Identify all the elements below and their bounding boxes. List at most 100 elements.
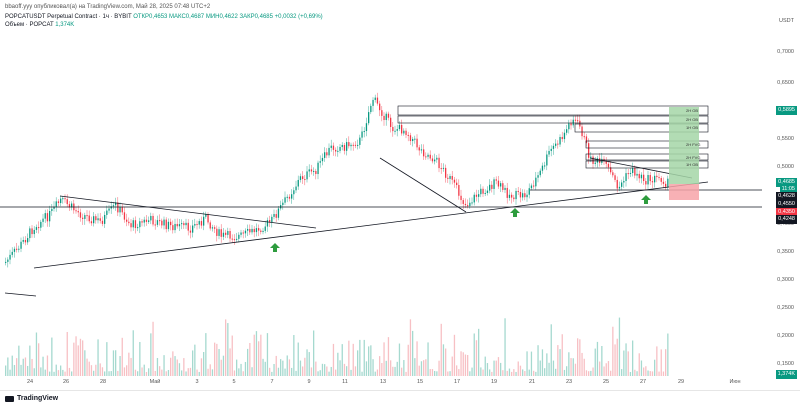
price-tick: 0,3000 — [777, 277, 794, 283]
candle-body — [11, 251, 13, 255]
candle-body — [506, 187, 508, 198]
candle-body — [627, 173, 629, 175]
volume-bar — [568, 352, 570, 376]
candle-body — [405, 130, 407, 135]
volume-bar — [335, 369, 337, 376]
volume-bar — [612, 326, 614, 376]
candle-body — [108, 208, 110, 211]
volume-bar — [53, 371, 55, 376]
volume-bar — [511, 371, 513, 376]
volume-bar — [453, 334, 456, 376]
volume-bar — [368, 346, 370, 376]
price-axis[interactable]: USDT 0,70000,65000,60000,55000,50000,450… — [762, 0, 800, 386]
volume-bar — [634, 369, 636, 376]
volume-bar — [57, 370, 60, 376]
volume-bar — [401, 367, 403, 376]
volume-bar — [473, 333, 475, 376]
candle-body — [154, 224, 156, 226]
volume-bar — [227, 323, 229, 376]
time-tick: 15 — [416, 379, 424, 385]
volume-bar — [585, 370, 588, 376]
volume-bar — [394, 366, 396, 376]
currency-label: USDT — [779, 18, 794, 24]
candle-body — [357, 144, 359, 146]
candle-body — [5, 261, 7, 263]
candle-body — [49, 211, 51, 222]
volume-bar — [332, 343, 335, 376]
candle-body — [599, 158, 601, 163]
volume-bar — [475, 340, 478, 376]
candle-body — [185, 222, 187, 226]
volume-bar — [480, 367, 482, 376]
volume-bar — [647, 370, 649, 376]
candle-body — [121, 207, 123, 213]
volume-bar — [172, 351, 174, 376]
candle-body — [299, 176, 302, 180]
price-chart[interactable] — [0, 0, 762, 386]
candle-body — [645, 181, 647, 185]
symbol-line[interactable]: POPCATUSDT Perpetual Contract · 1ч · BYB… — [5, 14, 323, 20]
volume-bar — [636, 371, 638, 376]
volume-bar — [93, 370, 95, 376]
volume-bar — [139, 341, 141, 376]
candle-body — [95, 216, 97, 221]
volume-bar — [390, 360, 392, 376]
candle-body — [665, 183, 667, 187]
candle-body — [638, 173, 640, 179]
long-position-tool — [669, 107, 699, 200]
volume-bar — [398, 343, 401, 376]
candle-body — [134, 220, 137, 229]
time-axis[interactable]: 24 26 28 Май 3 5 7 9 11 13 15 17 19 21 23 25 27 29 Июн — [0, 376, 762, 388]
volume-bar — [350, 369, 352, 376]
volume-bar — [588, 371, 590, 376]
volume-bar — [24, 357, 27, 376]
volume-bar — [27, 365, 29, 376]
volume-bar — [156, 357, 159, 376]
volume-bar — [167, 369, 170, 376]
candle-body — [649, 175, 651, 182]
candle-body — [500, 183, 502, 187]
volume-bar — [607, 361, 610, 376]
candle-body — [616, 179, 618, 189]
candle-body — [277, 208, 280, 218]
horizontal-level-3 — [4, 292, 37, 297]
candle-body — [445, 167, 447, 178]
volume-bar — [649, 371, 651, 376]
candle-body — [581, 126, 583, 137]
volume-bar — [603, 366, 605, 376]
volume-bar — [7, 357, 9, 376]
volume-bar — [537, 345, 539, 376]
volume-bar — [71, 371, 73, 376]
candle-body — [101, 220, 104, 224]
candle-body — [440, 168, 442, 170]
volume-bar — [244, 361, 247, 376]
volume-bar — [579, 339, 581, 376]
symbol-name[interactable]: POPCATUSDT Perpetual Contract · 1ч · BYB… — [5, 14, 132, 20]
candle-body — [227, 231, 229, 235]
candle-body — [348, 142, 350, 147]
volume-bar — [31, 358, 33, 376]
volume-bar — [548, 362, 550, 376]
volume-bar — [286, 355, 288, 376]
tradingview-logo[interactable]: TradingView — [5, 395, 58, 402]
volume-bar — [557, 345, 559, 376]
volume-bar — [500, 362, 502, 376]
candle-body — [225, 232, 227, 235]
volume-bar — [79, 338, 82, 376]
volume-bar — [13, 364, 16, 376]
candle-body — [618, 186, 621, 189]
candle-body — [295, 186, 297, 191]
volume-badge: 1,374K — [775, 370, 797, 379]
volume-bar — [493, 360, 495, 376]
volume-bar — [528, 369, 530, 376]
volume-bar — [645, 366, 647, 376]
volume-line[interactable]: Объем · POPCAT 1,374K — [5, 22, 74, 28]
candle-body — [16, 248, 18, 250]
volume-bar — [621, 369, 623, 376]
volume-bar — [220, 359, 222, 376]
price-badge: 0,4628 — [776, 192, 797, 201]
candle-body — [497, 180, 500, 187]
published-line: bbaoff.yyy опубликовал(а) на TradingView… — [5, 4, 211, 10]
candle-body — [605, 160, 607, 164]
zone-1h-ob — [574, 123, 709, 133]
